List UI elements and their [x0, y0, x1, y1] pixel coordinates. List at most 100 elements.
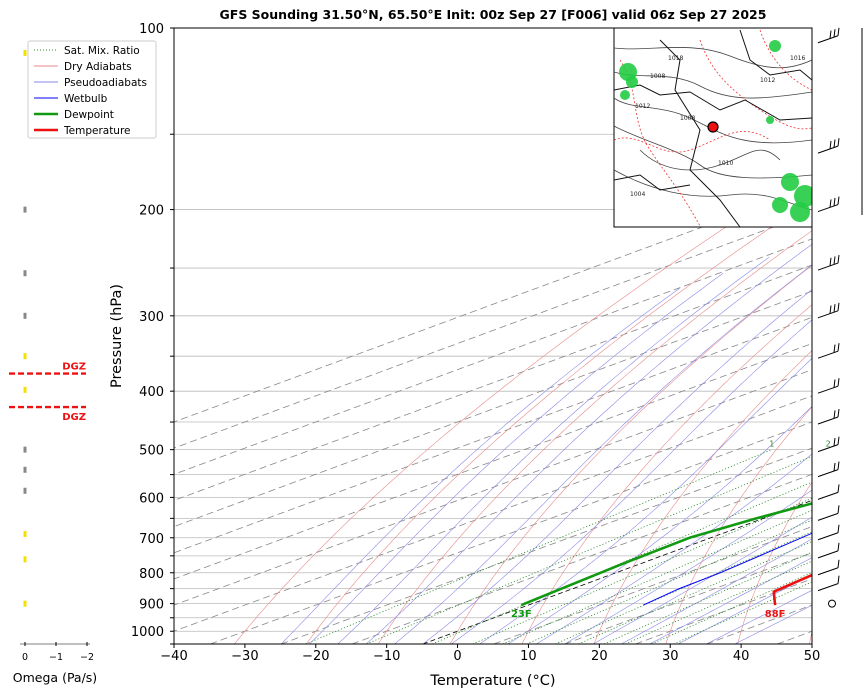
inset-isobar-label: 1018	[668, 55, 683, 62]
omega-bar	[24, 556, 27, 562]
legend: Sat. Mix. Ratio Dry Adiabats Pseudoadiabat…	[28, 41, 156, 138]
wind-barb	[818, 197, 839, 212]
y-tick-label: 900	[139, 598, 164, 613]
inset-isobar-label: 1010	[718, 160, 733, 167]
legend-label: Wetbulb	[64, 93, 108, 105]
wind-barb-shaft	[818, 36, 838, 43]
x-tick-label: −10	[373, 649, 400, 664]
wind-barb-shaft	[818, 551, 838, 558]
inset-precip-area	[781, 173, 799, 191]
omega-bar	[24, 467, 27, 473]
pseudoadiabat	[565, 210, 863, 644]
wind-barb-shaft	[818, 568, 838, 575]
y-tick-label: 1000	[131, 625, 164, 640]
wind-barb-shaft	[818, 263, 838, 270]
omega-bar	[24, 447, 27, 453]
inset-isobar-label: 1016	[790, 55, 805, 62]
wind-barb-shaft	[818, 533, 838, 540]
inset-isobar-label: 1008	[650, 73, 665, 80]
wind-barb-flag	[834, 345, 835, 353]
y-axis-label: Pressure (hPa)	[109, 284, 125, 388]
wind-barb-shaft	[818, 584, 838, 591]
pseudoadiabat	[281, 288, 680, 644]
wind-barbs	[818, 28, 862, 607]
omega-tick-label: −2	[80, 652, 94, 663]
legend-label: Pseudoadiabats	[64, 77, 147, 89]
wind-barb-flag	[834, 198, 835, 206]
wind-barb	[818, 378, 839, 393]
x-tick-label: 0	[453, 649, 461, 664]
station-marker	[708, 122, 718, 132]
pseudoadiabat	[366, 235, 825, 644]
omega-bar	[24, 601, 27, 607]
dgz-label: DGZ	[62, 362, 86, 373]
legend-label: Temperature	[63, 125, 131, 137]
legend-label: Sat. Mix. Ratio	[64, 45, 140, 57]
wind-barb-shaft	[818, 351, 838, 358]
wind-barb	[818, 484, 839, 499]
pseudoadiabat	[423, 210, 863, 644]
x-tick-label: 30	[662, 649, 679, 664]
inset-precip-area	[772, 197, 788, 213]
dgz-label: DGZ	[62, 412, 86, 423]
omega-bar	[24, 270, 27, 276]
mixing-ratio-label: 1	[769, 440, 774, 449]
omega-bar	[24, 353, 27, 359]
wind-barb-flag	[838, 525, 839, 533]
omega-tick-label: −1	[49, 652, 63, 663]
inset-precip-area	[766, 116, 774, 124]
wind-barb-flag	[838, 343, 839, 351]
omega-bar	[24, 387, 27, 393]
omega-bar	[24, 488, 27, 494]
wind-barb-flag	[830, 31, 831, 39]
mixing-ratio-line	[367, 450, 829, 644]
inset-precip-area	[626, 76, 638, 88]
wind-barb	[818, 576, 839, 591]
omega-bar	[24, 313, 27, 319]
wind-barb-flag	[838, 437, 839, 445]
pseudoadiabat	[707, 210, 863, 644]
legend-label: Dewpoint	[64, 109, 114, 121]
wind-barb-shaft	[818, 146, 838, 153]
wind-barb-flag	[830, 306, 831, 314]
mixing-ratio-line	[527, 450, 863, 644]
pseudoadiabat	[338, 257, 769, 644]
wind-barb-flag	[838, 138, 839, 146]
x-tick-label: 20	[591, 649, 608, 664]
wind-barb-shaft	[818, 492, 838, 499]
y-tick-label: 600	[139, 491, 164, 506]
y-tick-label: 400	[139, 385, 164, 400]
wind-barb-flag	[834, 304, 835, 312]
wind-barb-flag	[838, 576, 839, 584]
x-tick-label: 10	[520, 649, 537, 664]
wind-barb	[818, 409, 839, 424]
omega-bar	[24, 207, 27, 213]
x-tick-label: −40	[160, 649, 187, 664]
omega-bar	[24, 50, 27, 56]
wind-barb-shaft	[818, 417, 838, 424]
omega-bar	[24, 531, 27, 537]
legend-label: Dry Adiabats	[64, 61, 132, 73]
wind-barb-shaft	[818, 386, 838, 393]
wind-barb-shaft	[818, 513, 838, 520]
pseudoadiabat	[508, 210, 863, 644]
wind-barb-flag	[838, 505, 839, 513]
inset-precip-area	[769, 40, 781, 52]
wind-barb-flag	[838, 543, 839, 551]
y-tick-label: 500	[139, 444, 164, 459]
wind-barb	[818, 255, 839, 270]
wind-barb	[818, 462, 839, 477]
x-tick-label: 50	[804, 649, 821, 664]
wind-barb-flag	[830, 258, 831, 266]
wind-barb-shaft	[818, 470, 838, 477]
wind-barb-flag	[838, 378, 839, 386]
wind-barb	[818, 505, 839, 520]
inset-precip-area	[620, 90, 630, 100]
wind-barb-calm	[829, 600, 836, 607]
inset-isobar-label: 1008	[680, 115, 695, 122]
surface-label: 23F	[511, 609, 532, 620]
omega-tick-label: 0	[22, 652, 28, 663]
